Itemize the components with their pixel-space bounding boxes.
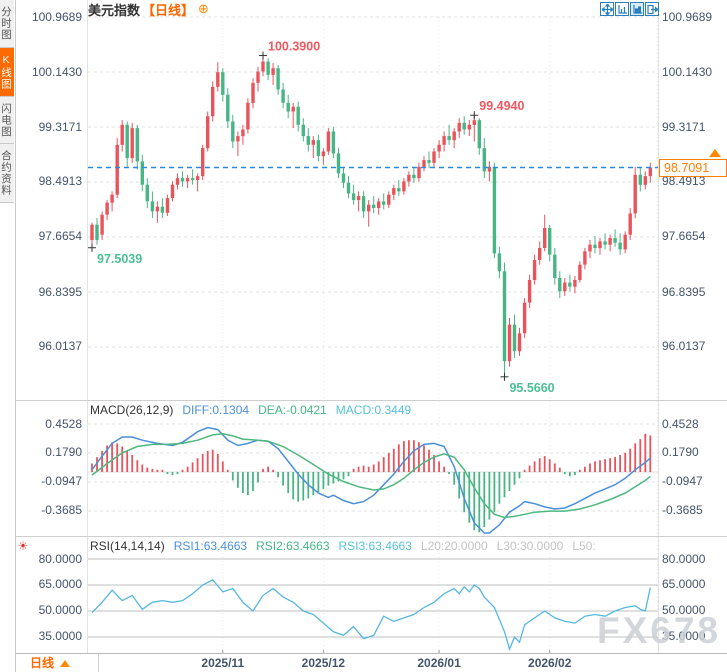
sun-icon[interactable]: ☀ (17, 539, 29, 553)
y-axis-label: 100.1430 (662, 65, 713, 79)
y-axis-label: 100.9689 (662, 10, 713, 24)
y-axis-label: 100.9689 (31, 10, 82, 24)
y-axis-label: -0.3685 (662, 503, 703, 517)
y-axis-right: 100.9689 100.1430 99.3171 98.4913 97.6654 96.… (662, 0, 726, 653)
sidebar-tab-lightning[interactable]: 闪电图 (0, 96, 14, 144)
macd-diff-value: DIFF:0.1304 (182, 403, 250, 417)
macd-macd-value: MACD:0.3449 (335, 403, 412, 417)
svg-text:99.4940: 99.4940 (479, 99, 524, 113)
instrument-title: 美元指数 (88, 2, 141, 18)
chart-toolbar (600, 2, 659, 16)
y-axis-label: 80.0000 (662, 552, 706, 566)
rsi-l30-value: L30:30.0000 (496, 539, 564, 553)
separator-macd-rsi (16, 536, 727, 537)
price-up-arrow-icon (709, 149, 721, 157)
y-axis-label: 96.8395 (662, 285, 706, 299)
watermark: FX678 (597, 610, 722, 651)
plot-left-border (87, 0, 88, 653)
y-axis-label: 0.1790 (662, 445, 699, 459)
y-axis-label: 97.6654 (38, 229, 82, 243)
x-axis-label: 2025/11 (201, 656, 245, 670)
y-axis-label: 99.3171 (38, 120, 82, 134)
period-tag: 【日线】 (142, 2, 195, 18)
period-selector[interactable]: 日线 (16, 654, 99, 672)
svg-text:97.5039: 97.5039 (97, 252, 142, 266)
current-price-tag: 98.7091 (659, 159, 727, 177)
y-axis-label: 96.0137 (38, 339, 82, 353)
sidebar-tab-kline[interactable]: K线图 (0, 47, 14, 97)
add-indicator-icon[interactable]: ⊕ (198, 1, 209, 16)
svg-text:100.3900: 100.3900 (268, 40, 320, 54)
y-axis-label: 0.4528 (662, 417, 699, 431)
y-axis-label: 96.8395 (38, 285, 82, 299)
y-axis-label: -0.0947 (662, 474, 703, 488)
rsi-title: RSI(14,14,14) (90, 539, 165, 553)
y-axis-label: 0.1790 (45, 445, 82, 459)
y-axis-label: -0.0947 (41, 474, 82, 488)
rsi-header: RSI(14,14,14) RSI1:63.4663 RSI2:63.4663 … (90, 539, 596, 553)
zoom-out-icon[interactable] (630, 2, 644, 16)
y-axis-label: 35.0000 (38, 629, 82, 643)
y-axis-label: 0.4528 (45, 417, 82, 431)
y-axis-label: 65.0000 (38, 577, 82, 591)
y-axis-label: 98.4913 (662, 174, 706, 188)
y-axis-label: 35.0000 (662, 629, 706, 643)
chevron-up-icon (60, 660, 71, 667)
y-axis-label: 98.4913 (38, 174, 82, 188)
time-axis-bar: 日线 2025/11 2025/12 2026/01 2026/02 (16, 653, 727, 672)
macd-title: MACD(26,12,9) (90, 403, 174, 417)
chart-header: 美元指数 【日线】 ⊕ (88, 1, 209, 18)
y-axis-label: -0.3685 (41, 503, 82, 517)
separator-price-macd (16, 400, 727, 401)
x-axis-label: 2026/02 (528, 656, 572, 670)
restore-icon[interactable] (645, 2, 659, 16)
plot-right-border (658, 0, 659, 653)
rsi3-value: RSI3:63.4663 (338, 539, 412, 553)
svg-text:95.5660: 95.5660 (509, 381, 554, 395)
y-axis-left: 100.9689 100.1430 99.3171 98.4913 97.6654 96.… (18, 0, 84, 653)
period-selector-label: 日线 (30, 656, 55, 670)
rsi-l20-value: L20:20.0000 (420, 539, 488, 553)
y-axis-label: 50.0000 (38, 603, 82, 617)
x-axis-label: 2025/12 (301, 656, 346, 670)
y-axis-label: 50.0000 (662, 603, 706, 617)
sidebar: 分时图 K线图 闪电图 合约资料 (0, 0, 16, 672)
sidebar-tab-timeshare[interactable]: 分时图 (0, 0, 14, 48)
chart-plot-area[interactable] (88, 17, 658, 653)
y-axis-label: 96.0137 (662, 339, 706, 353)
rsi1-value: RSI1:63.4663 (173, 539, 248, 553)
y-axis-label: 99.3171 (662, 120, 706, 134)
macd-dea-value: DEA:-0.0421 (258, 403, 327, 417)
zoom-in-icon[interactable] (615, 2, 629, 16)
y-axis-label: 97.6654 (662, 229, 706, 243)
rsi2-value: RSI2:63.4663 (256, 539, 330, 553)
y-axis-label: 80.0000 (38, 552, 82, 566)
rsi-l50-value: L50: (572, 539, 596, 553)
macd-header: MACD(26,12,9) DIFF:0.1304 DEA:-0.0421 MA… (90, 403, 412, 417)
x-axis-label: 2026/01 (417, 656, 461, 670)
sidebar-tab-contract-info[interactable]: 合约资料 (0, 144, 14, 203)
crosshair-icon[interactable] (600, 2, 614, 16)
y-axis-label: 65.0000 (662, 577, 706, 591)
y-axis-label: 100.1430 (31, 65, 82, 79)
